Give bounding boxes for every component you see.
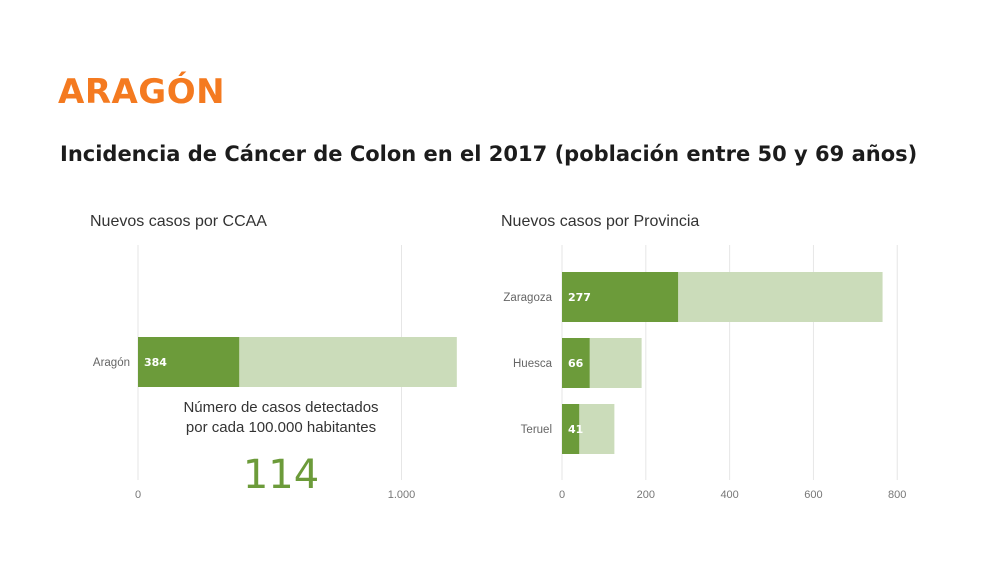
incidence-summary: Número de casos detectados por cada 100.… [148,398,414,498]
prov-data-label: 277 [568,291,591,304]
ccaa-tick-label: 0 [135,489,141,501]
prov-category-label: Zaragoza [503,292,552,304]
incidence-label-line2: por cada 100.000 habitantes [185,419,377,436]
prov-category-label: Teruel [521,424,552,436]
page-title: Incidencia de Cáncer de Colon en el 2017… [60,142,918,166]
incidence-value: 114 [242,452,320,498]
ccaa-bar-detected [138,337,240,387]
region-title: ARAGÓN [58,72,226,112]
ccaa-data-label: 384 [144,356,167,369]
prov-bar-detected [562,272,679,322]
ccaa-category-label: Aragón [93,357,130,369]
prov-tick-label: 600 [804,489,822,501]
chart-cases-by-region: Nuevos casos por CCAA 0 1.000 Aragón 384 [90,213,457,501]
prov-tick-label: 800 [888,489,906,501]
prov-bar-detected [562,404,580,454]
prov-category-label: Huesca [513,358,553,370]
prov-tick-label: 200 [637,489,655,501]
prov-bar-detected [562,338,590,388]
prov-tick-label: 0 [559,489,565,501]
prov-data-label: 66 [568,357,584,370]
prov-title: Nuevos casos por Provincia [501,213,699,230]
ccaa-title: Nuevos casos por CCAA [90,213,267,230]
prov-tick-label: 400 [720,489,738,501]
incidence-label-line1: Número de casos detectados [183,399,379,416]
prov-data-label: 41 [568,423,583,436]
ccaa-tick-label: 1.000 [388,489,416,501]
chart-cases-by-province: Nuevos casos por Provincia 0 200 400 600 800 Z… [501,213,906,501]
